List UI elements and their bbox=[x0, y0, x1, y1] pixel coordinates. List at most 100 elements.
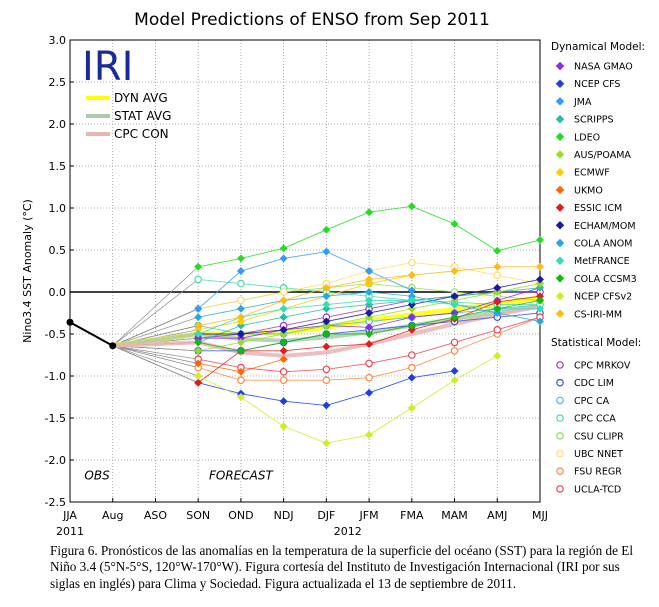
data-point-ldeo bbox=[322, 225, 331, 234]
fan-line bbox=[112, 266, 199, 347]
fan-line bbox=[112, 345, 199, 364]
data-point-cola-anom bbox=[493, 309, 502, 317]
series-line-ncep-cfsv2 bbox=[197, 355, 498, 444]
data-point-nasa-gmao bbox=[407, 313, 416, 322]
data-point-ncep-cfsv2 bbox=[194, 372, 203, 380]
y-tick-label: 1.0 bbox=[49, 202, 67, 215]
legend-marker-ubc-nnet bbox=[556, 449, 564, 458]
year-label: 2012 bbox=[334, 525, 362, 538]
data-point-ncep-cfsv2 bbox=[236, 393, 245, 401]
fan-line bbox=[112, 279, 199, 347]
data-point-ncep-cfsv2 bbox=[493, 351, 502, 360]
data-point-cs-iri-mm bbox=[365, 275, 374, 284]
data-point-metfrance bbox=[407, 296, 416, 305]
data-point-ukmo bbox=[279, 355, 288, 364]
legend-marker-nasa-gmao bbox=[555, 61, 565, 71]
data-point-aus-poama bbox=[322, 321, 331, 330]
data-point-scripps bbox=[236, 321, 245, 330]
data-point-cs-iri-mm bbox=[322, 283, 331, 292]
data-point-essic-icm bbox=[407, 325, 416, 334]
y-tick-label: -1.0 bbox=[45, 370, 66, 383]
legend-label-cpc-ca: CPC CA bbox=[574, 396, 610, 407]
data-point-nasa-gmao bbox=[365, 323, 374, 332]
fan-line bbox=[112, 345, 199, 377]
observed-point bbox=[66, 318, 74, 326]
data-point-echam-mom bbox=[407, 300, 416, 309]
data-point-ldeo bbox=[236, 254, 245, 263]
data-point-cola-ccsm3 bbox=[194, 338, 203, 347]
data-point-ldeo bbox=[407, 202, 416, 211]
legend-label-scripps: SCRIPPS bbox=[574, 115, 614, 126]
data-point-aus-poama bbox=[493, 288, 502, 296]
legend: Dynamical Model: NASA GMAO NCEP CFS JMA SCRI… bbox=[551, 41, 645, 495]
data-point-ldeo bbox=[450, 220, 459, 228]
legend-label-cdc-lim: CDC LIM bbox=[574, 378, 614, 389]
data-point-aus-poama bbox=[194, 346, 203, 355]
y-tick-label: 2.5 bbox=[49, 76, 67, 89]
fan-line bbox=[112, 345, 199, 360]
data-point-echam-mom bbox=[493, 283, 502, 292]
data-point-ecmwf bbox=[236, 317, 245, 326]
legend-label-ukmo: UKMO bbox=[574, 185, 603, 196]
data-point-ncep-cfsv2 bbox=[450, 376, 459, 385]
y-tick-label: 3.0 bbox=[49, 34, 67, 47]
year-label: 2011 bbox=[56, 525, 84, 538]
data-point-metfrance bbox=[322, 300, 331, 309]
legend-label-csu-clipr: CSU CLIPR bbox=[574, 431, 624, 442]
data-point-metfrance bbox=[279, 304, 288, 313]
data-point-cs-iri-mm bbox=[493, 262, 502, 271]
data-point-ubc-nnet bbox=[493, 271, 502, 280]
data-point-scripps bbox=[365, 300, 374, 309]
legend-marker-metfrance bbox=[555, 256, 565, 265]
data-point-essic-icm bbox=[493, 298, 502, 307]
legend-label-nasa-gmao: NASA GMAO bbox=[574, 62, 633, 73]
data-point-cola-ccsm3 bbox=[322, 330, 331, 338]
data-point-ecmwf bbox=[194, 325, 203, 334]
data-point-cs-iri-mm bbox=[450, 267, 459, 275]
legend-label-essic-icm: ESSIC ICM bbox=[574, 203, 622, 214]
plot-frame bbox=[69, 39, 541, 503]
y-tick-label: -2.5 bbox=[45, 496, 66, 509]
y-tick-label: 2.0 bbox=[49, 118, 67, 131]
data-point-fsu-regr bbox=[365, 373, 373, 382]
data-point-essic-icm bbox=[536, 292, 544, 301]
obs-annotation: OBS bbox=[84, 468, 110, 482]
legend-label-cola-anom: COLA ANOM bbox=[574, 239, 632, 250]
data-point-jma bbox=[365, 267, 374, 275]
data-point-ncep-cfsv2 bbox=[322, 439, 331, 448]
data-point-ucla-tcd bbox=[493, 325, 502, 334]
data-point-cola-ccsm3 bbox=[365, 330, 374, 338]
x-tick-label: MAM bbox=[441, 509, 468, 522]
x-tick-label: DJF bbox=[317, 509, 335, 522]
data-point-scripps bbox=[279, 313, 288, 322]
avg-legend-label: CPC CON bbox=[114, 127, 169, 141]
legend-marker-csu-clipr bbox=[556, 431, 564, 440]
fan-line bbox=[112, 345, 199, 368]
data-point-ukmo bbox=[236, 367, 245, 376]
avg-legend-label: DYN AVG bbox=[114, 91, 168, 105]
legend-marker-essic-icm bbox=[555, 203, 565, 212]
legend-marker-jma bbox=[555, 97, 565, 106]
data-point-cpc-cca bbox=[194, 275, 202, 284]
legend-marker-cpc-ca bbox=[556, 396, 564, 405]
legend-label-echam-mom: ECHAM/MOM bbox=[574, 221, 636, 232]
x-tick-label: JFM bbox=[359, 509, 379, 522]
data-point-fsu-regr bbox=[279, 376, 288, 385]
data-point-ucla-tcd bbox=[322, 365, 331, 374]
data-point-essic-icm bbox=[322, 342, 331, 351]
data-point-cola-ccsm3 bbox=[279, 338, 288, 347]
legend-label-cpc-cca: CPC CCA bbox=[574, 414, 616, 425]
iri-logo: IRI bbox=[82, 44, 133, 90]
x-tick-label: SON bbox=[186, 509, 210, 522]
data-point-ldeo bbox=[365, 208, 374, 217]
legend-label-ldeo: LDEO bbox=[574, 132, 600, 143]
x-tick-label: AMJ bbox=[487, 509, 507, 522]
data-point-metfrance bbox=[365, 296, 374, 305]
data-point-cola-anom bbox=[322, 292, 331, 301]
x-tick-label: Aug bbox=[102, 509, 123, 522]
data-point-ucla-tcd bbox=[450, 338, 459, 347]
plot-area: 3.0 2.5 2.0 1.5 1.0 0.5 0.0 -0.5 -1.0 -1.5 -2.0 -2.… bbox=[21, 34, 548, 538]
data-point-fsu-regr bbox=[450, 346, 459, 355]
legend-marker-fsu-regr bbox=[556, 467, 564, 476]
